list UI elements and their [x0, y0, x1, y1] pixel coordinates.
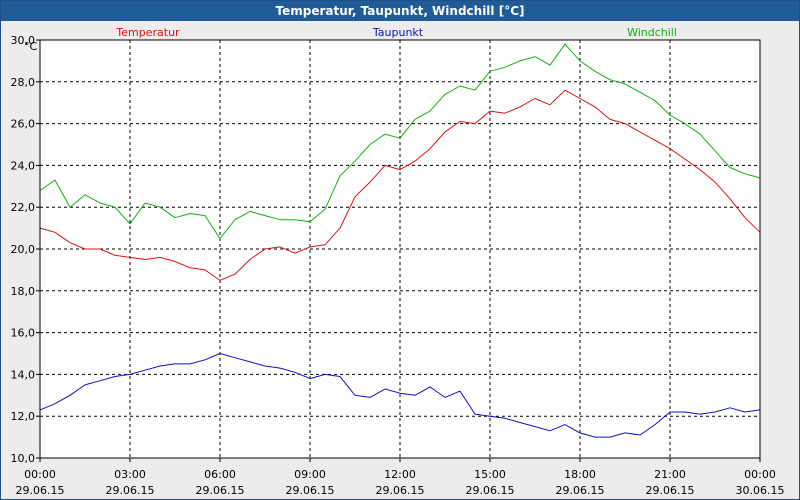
- x-tick-time: 00:00: [744, 468, 776, 481]
- y-tick-label: 30,0: [11, 34, 36, 47]
- x-tick-time: 03:00: [114, 468, 146, 481]
- y-tick-label: 16,0: [11, 327, 36, 340]
- legend-windchill: Windchill: [627, 26, 677, 39]
- y-tick-label: 22,0: [11, 201, 36, 214]
- y-tick-label: 14,0: [11, 368, 36, 381]
- x-tick-time: 15:00: [474, 468, 506, 481]
- legend-taupunkt: Taupunkt: [372, 26, 424, 39]
- x-tick-time: 09:00: [294, 468, 326, 481]
- x-tick-date: 29.06.15: [286, 484, 335, 497]
- x-tick-date: 29.06.15: [556, 484, 605, 497]
- x-tick-date: 29.06.15: [646, 484, 695, 497]
- y-tick-label: 28,0: [11, 76, 36, 89]
- legend: Temperatur Taupunkt Windchill: [115, 26, 677, 39]
- y-tick-label: 20,0: [11, 243, 36, 256]
- x-tick-time: 21:00: [654, 468, 686, 481]
- y-tick-label: 10,0: [11, 452, 36, 465]
- x-tick-date: 29.06.15: [16, 484, 65, 497]
- y-tick-label: 26,0: [11, 118, 36, 131]
- grid-lines: [40, 40, 760, 458]
- y-tick-label: 24,0: [11, 159, 36, 172]
- x-tick-date: 30.06.15: [736, 484, 785, 497]
- x-tick-time: 12:00: [384, 468, 416, 481]
- x-tick-time: 00:00: [24, 468, 56, 481]
- window-title: Temperatur, Taupunkt, Windchill [°C]: [1, 1, 799, 21]
- plot-border: [39, 39, 761, 459]
- series-line-taupunkt: [39, 353, 761, 438]
- x-tick-time: 06:00: [204, 468, 236, 481]
- x-tick-date: 29.06.15: [106, 484, 155, 497]
- series-lines: [39, 43, 761, 438]
- x-axis-ticks: 00:00 29.06.15 03:00 29.06.15 06:00 29.06.15 0…: [16, 458, 785, 497]
- y-tick-label: 18,0: [11, 285, 36, 298]
- series-line-windchill: [39, 43, 761, 239]
- series-line-temperatur: [39, 89, 761, 281]
- x-tick-time: 18:00: [564, 468, 596, 481]
- x-tick-date: 29.06.15: [196, 484, 245, 497]
- x-tick-date: 29.06.15: [376, 484, 425, 497]
- x-tick-date: 29.06.15: [466, 484, 515, 497]
- legend-temperatur: Temperatur: [115, 26, 180, 39]
- y-axis-label: °C: [24, 40, 38, 53]
- y-tick-label: 12,0: [11, 410, 36, 423]
- y-axis-ticks: 10,0 12,0 14,0 16,0 18,0 20,0 22,0 24,0 26,0 28,0…: [11, 34, 40, 465]
